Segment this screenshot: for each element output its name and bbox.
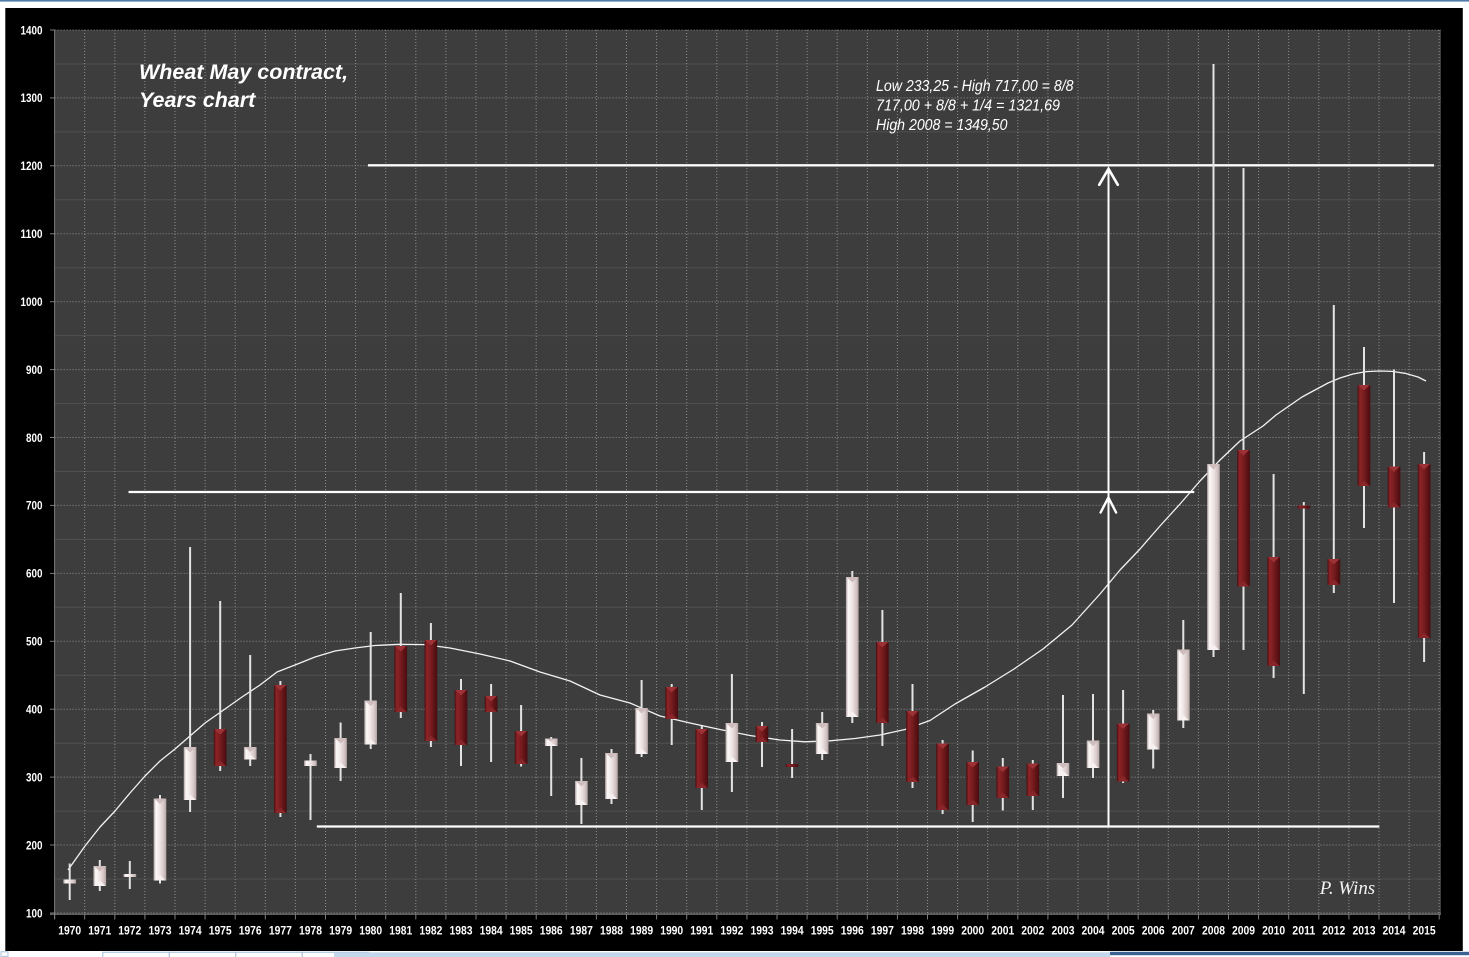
- svg-text:900: 900: [26, 363, 43, 377]
- svg-text:1400: 1400: [21, 23, 43, 37]
- svg-text:2006: 2006: [1142, 923, 1165, 937]
- svg-text:Years chart: Years chart: [139, 88, 256, 112]
- svg-text:1988: 1988: [600, 923, 623, 937]
- svg-text:1973: 1973: [149, 923, 172, 937]
- svg-text:2013: 2013: [1353, 923, 1376, 937]
- svg-text:2008: 2008: [1202, 923, 1225, 937]
- svg-text:1981: 1981: [389, 923, 412, 937]
- svg-text:700: 700: [26, 499, 43, 513]
- svg-text:1984: 1984: [480, 923, 503, 937]
- svg-text:1994: 1994: [781, 923, 804, 937]
- svg-text:Low 233,25 - High 717,00 = 8/8: Low 233,25 - High 717,00 = 8/8: [876, 78, 1074, 95]
- svg-text:Wheat May contract,: Wheat May contract,: [139, 60, 348, 84]
- svg-text:1987: 1987: [570, 923, 593, 937]
- svg-text:1974: 1974: [179, 923, 202, 937]
- svg-text:1989: 1989: [630, 923, 653, 937]
- svg-text:1972: 1972: [118, 923, 141, 937]
- svg-text:P. Wins: P. Wins: [1319, 878, 1375, 899]
- svg-text:2014: 2014: [1383, 923, 1406, 937]
- svg-text:1300: 1300: [21, 91, 43, 105]
- svg-text:400: 400: [26, 703, 43, 717]
- svg-text:2001: 2001: [991, 923, 1014, 937]
- svg-text:2012: 2012: [1322, 923, 1345, 937]
- svg-text:2004: 2004: [1082, 923, 1105, 937]
- svg-text:800: 800: [26, 431, 43, 445]
- svg-text:2005: 2005: [1112, 923, 1135, 937]
- svg-text:1977: 1977: [269, 923, 292, 937]
- svg-text:1996: 1996: [841, 923, 864, 937]
- svg-text:2011: 2011: [1292, 923, 1315, 937]
- svg-text:1971: 1971: [88, 923, 111, 937]
- svg-text:1978: 1978: [299, 923, 322, 937]
- svg-text:717,00 + 8/8 + 1/4 = 1321,69: 717,00 + 8/8 + 1/4 = 1321,69: [876, 98, 1060, 115]
- svg-text:2010: 2010: [1262, 923, 1285, 937]
- svg-text:2007: 2007: [1172, 923, 1195, 937]
- svg-text:1997: 1997: [871, 923, 894, 937]
- svg-text:600: 600: [26, 567, 43, 581]
- svg-text:1000: 1000: [21, 295, 43, 309]
- svg-text:2002: 2002: [1021, 923, 1044, 937]
- svg-text:1998: 1998: [901, 923, 924, 937]
- svg-text:1986: 1986: [540, 923, 563, 937]
- svg-text:1970: 1970: [58, 923, 81, 937]
- svg-text:1985: 1985: [510, 923, 533, 937]
- svg-text:1100: 1100: [21, 227, 43, 241]
- svg-text:1983: 1983: [450, 923, 473, 937]
- svg-text:1992: 1992: [720, 923, 743, 937]
- svg-text:200: 200: [26, 838, 43, 852]
- svg-text:High 2008 = 1349,50: High 2008 = 1349,50: [876, 117, 1008, 134]
- svg-text:2000: 2000: [961, 923, 984, 937]
- svg-text:2009: 2009: [1232, 923, 1255, 937]
- svg-text:1976: 1976: [239, 923, 262, 937]
- svg-text:1999: 1999: [931, 923, 954, 937]
- svg-text:1979: 1979: [329, 923, 352, 937]
- svg-text:1980: 1980: [359, 923, 382, 937]
- svg-text:100: 100: [26, 906, 43, 920]
- svg-text:1995: 1995: [811, 923, 834, 937]
- svg-text:2003: 2003: [1052, 923, 1075, 937]
- svg-text:500: 500: [26, 635, 43, 649]
- svg-text:1200: 1200: [21, 159, 43, 173]
- svg-text:1991: 1991: [690, 923, 713, 937]
- svg-text:300: 300: [26, 770, 43, 784]
- svg-text:2015: 2015: [1413, 923, 1436, 937]
- svg-text:1982: 1982: [419, 923, 442, 937]
- svg-text:1975: 1975: [209, 923, 232, 937]
- svg-text:1993: 1993: [751, 923, 774, 937]
- svg-text:1990: 1990: [660, 923, 683, 937]
